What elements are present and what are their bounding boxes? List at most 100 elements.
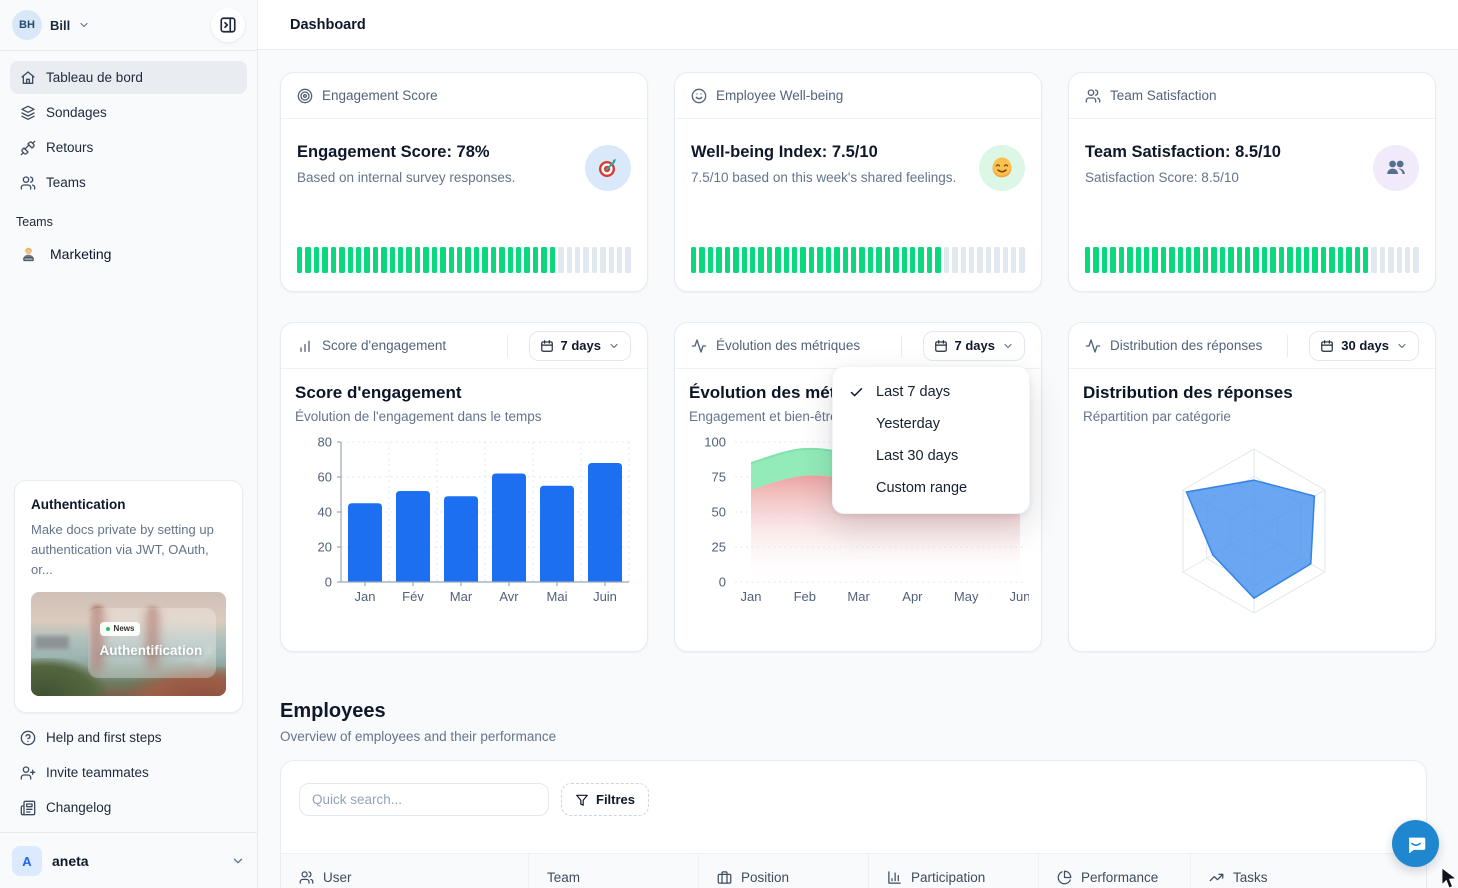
menu-item-custom-range[interactable]: Custom range — [876, 480, 968, 496]
promo-overlay: News Authentification — [87, 607, 217, 679]
employees-subtitle: Overview of employees and their performa… — [280, 729, 557, 744]
card-header-label: Évolution des métriques — [716, 338, 861, 353]
sidebar-header: BH Bill — [0, 0, 257, 50]
search-input[interactable] — [299, 783, 549, 816]
sidebar-item-surveys[interactable]: Sondages — [10, 96, 247, 129]
chart-title: Distribution des réponses — [1083, 383, 1293, 402]
user-avatar[interactable]: BH — [12, 10, 42, 40]
svg-text:Fév: Fév — [402, 589, 424, 604]
response-distribution-card: Distribution des réponses 30 days Distri… — [1068, 322, 1436, 652]
main-area: Dashboard Engagement Score Engagement Sc… — [258, 0, 1458, 888]
engagement-score-card: Engagement Score Engagement Score: 78% B… — [280, 72, 648, 292]
stat-title: Engagement Score: 78% — [297, 143, 490, 161]
menu-item-last-7-days[interactable]: Last 7 days — [833, 376, 1029, 408]
range-selector-button[interactable]: 7 days — [528, 330, 631, 361]
calendar-icon — [934, 339, 948, 353]
stat-title: Well-being Index: 7.5/10 — [691, 143, 878, 161]
news-badge: News — [99, 621, 141, 636]
card-header-label: Distribution des réponses — [1110, 338, 1263, 353]
chevron-down-icon — [231, 854, 245, 868]
chevron-down-icon — [1396, 340, 1408, 352]
sidebar-item-label: Retours — [46, 140, 94, 155]
filters-button[interactable]: Filtres — [561, 783, 650, 816]
range-dropdown-menu: Last 7 days Yesterday Last 30 days Custo… — [832, 366, 1030, 514]
news-dot-icon — [105, 626, 110, 631]
menu-item-last-30-days[interactable]: Last 30 days — [876, 448, 959, 464]
wellbeing-card: Employee Well-being Well-being Index: 7.… — [674, 72, 1042, 292]
layers-icon — [20, 105, 36, 121]
promo-title: Authentication — [31, 496, 126, 512]
employees-section: Employees Overview of employees and thei… — [280, 700, 1436, 744]
employees-table-card: Filtres User Team Position Participation — [280, 760, 1427, 888]
divider — [900, 334, 902, 357]
trending-up-icon — [1209, 870, 1224, 885]
card-header-label: Employee Well-being — [716, 88, 844, 103]
svg-text:Avr: Avr — [499, 589, 519, 604]
column-header-team[interactable]: Team — [529, 854, 699, 888]
user-name[interactable]: Bill — [50, 17, 71, 33]
progress-ticks — [297, 247, 631, 273]
chart-subtitle: Répartition par catégorie — [1083, 409, 1231, 424]
sidebar-item-dashboard[interactable]: Tableau de bord — [10, 61, 247, 94]
column-header-performance[interactable]: Performance — [1039, 854, 1191, 888]
sidebar-item-label: Teams — [46, 175, 86, 190]
stat-title: Team Satisfaction: 8.5/10 — [1085, 143, 1281, 161]
svg-text:80: 80 — [318, 435, 332, 450]
workspace-switcher[interactable]: A aneta — [8, 840, 249, 882]
svg-text:25: 25 — [712, 540, 726, 555]
authentication-promo-card[interactable]: Authentication Make docs private by sett… — [14, 479, 243, 713]
stat-subtitle: Satisfaction Score: 8.5/10 — [1085, 170, 1239, 185]
invite-teammates-link[interactable]: Invite teammates — [10, 756, 247, 789]
svg-text:75: 75 — [712, 470, 726, 485]
promo-body: Make docs private by setting up authenti… — [31, 521, 214, 577]
activity-icon — [1085, 338, 1101, 354]
range-selector-button[interactable]: 7 days — [922, 330, 1025, 361]
smiley-emoji — [979, 145, 1025, 191]
table-toolbar: Filtres — [281, 783, 1426, 816]
svg-text:Jun: Jun — [1010, 589, 1029, 604]
svg-text:Jan: Jan — [741, 589, 762, 604]
sidebar-item-teams[interactable]: Teams — [10, 166, 247, 199]
changelog-link[interactable]: Changelog — [10, 791, 247, 824]
chart-subtitle: Engagement et bien-être — [689, 409, 838, 424]
workspace-avatar: A — [12, 846, 42, 876]
panel-collapse-icon — [219, 16, 237, 34]
divider — [1287, 334, 1289, 357]
topbar: Dashboard — [258, 0, 1458, 50]
help-link[interactable]: Help and first steps — [10, 721, 247, 754]
range-label: 7 days — [954, 338, 995, 353]
calendar-icon — [1320, 339, 1334, 353]
chart-title: Score d'engagement — [295, 383, 462, 402]
svg-text:Mai: Mai — [547, 589, 568, 604]
bar-chart: 0 20 40 60 80 Jan Fév Mar Avr Mai Juin — [318, 435, 630, 604]
column-header-tasks[interactable]: Tasks — [1191, 854, 1426, 888]
column-header-position[interactable]: Position — [699, 854, 869, 888]
menu-item-yesterday[interactable]: Yesterday — [876, 416, 940, 432]
divider — [0, 50, 257, 51]
chevron-down-icon — [608, 340, 620, 352]
column-header-user[interactable]: User — [281, 854, 529, 888]
technologist-emoji — [20, 246, 37, 263]
range-label: 30 days — [1341, 338, 1389, 353]
footer-item-label: Invite teammates — [46, 765, 149, 780]
range-selector-button[interactable]: 30 days — [1309, 330, 1419, 361]
users-icon — [1085, 88, 1101, 104]
sidebar-item-feedback[interactable]: Retours — [10, 131, 247, 164]
svg-text:60: 60 — [318, 470, 332, 485]
unplug-icon — [20, 140, 36, 156]
users-icon — [299, 870, 314, 885]
sidebar-item-team-marketing[interactable]: Marketing — [0, 237, 257, 271]
svg-text:50: 50 — [712, 505, 726, 520]
chevron-down-icon[interactable] — [78, 19, 90, 31]
card-header-label: Engagement Score — [322, 88, 438, 103]
target-icon — [297, 88, 313, 104]
table-header-row: User Team Position Participation Perform… — [281, 853, 1426, 888]
promo-image-title: Authentification — [99, 642, 203, 658]
team-item-label: Marketing — [50, 246, 112, 262]
chat-launcher-button[interactable] — [1392, 820, 1439, 867]
column-header-participation[interactable]: Participation — [869, 854, 1039, 888]
sidebar-collapse-button[interactable] — [211, 8, 245, 42]
bar-chart-axis-icon — [887, 870, 902, 885]
employees-title: Employees — [280, 700, 386, 722]
svg-text:20: 20 — [318, 540, 332, 555]
